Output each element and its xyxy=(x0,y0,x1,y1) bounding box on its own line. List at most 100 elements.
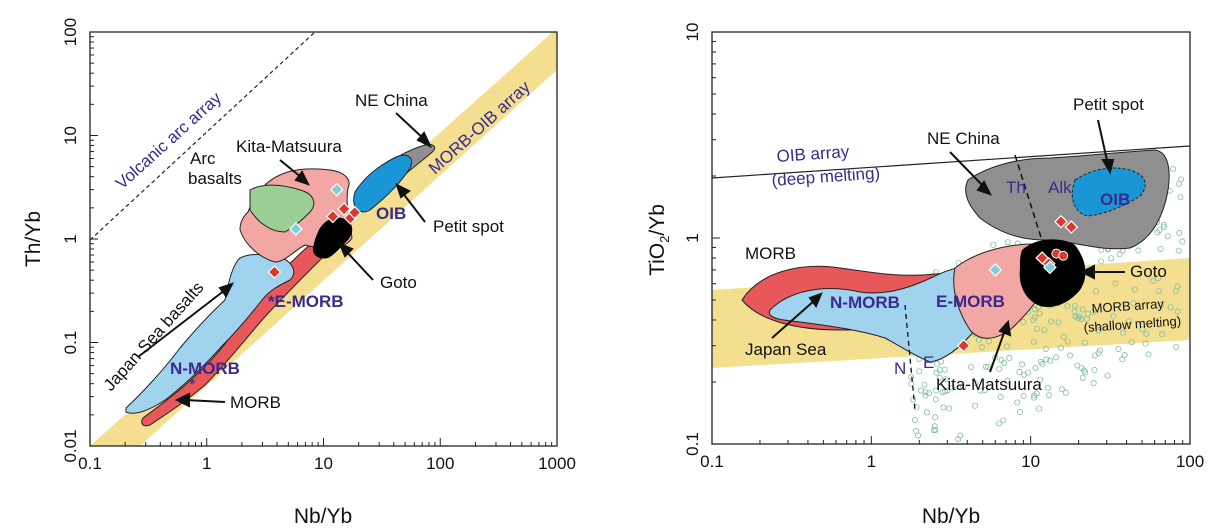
right-petit-spot-field xyxy=(1071,167,1146,217)
right-shallow-label: (shallow melting) xyxy=(1083,313,1181,335)
left-y-tick-label: 10 xyxy=(61,126,80,145)
right-background-circle xyxy=(949,384,956,391)
right-morb-label: MORB xyxy=(745,244,796,263)
right-background-circle xyxy=(1112,280,1119,287)
right-y-title-main: TiO xyxy=(646,243,669,276)
right-background-circle xyxy=(932,414,939,421)
left-japan-sea-field xyxy=(125,254,295,414)
right-chart: 0.1 1 10 100 0.1 1 10 Nb/Yb TiO2/Yb OIB array… xyxy=(646,23,1204,528)
left-y-axis-title: Th/Yb xyxy=(22,211,45,267)
right-point-red-diamond xyxy=(1054,214,1068,229)
right-background-circle xyxy=(1020,318,1027,325)
right-background-circle xyxy=(930,427,937,434)
right-background-circle xyxy=(1170,165,1177,172)
left-y-tick-label: 1 xyxy=(61,234,80,243)
right-background-circle xyxy=(1058,386,1065,393)
right-background-circle xyxy=(917,387,924,394)
right-background-circle xyxy=(1091,352,1098,359)
left-arc-basalts-field xyxy=(249,184,315,233)
right-background-circle xyxy=(1176,229,1183,236)
right-background-circle xyxy=(1177,194,1184,201)
right-y-tick-label: 1 xyxy=(683,233,702,242)
right-background-circle xyxy=(1139,326,1146,333)
left-y-tick-label: 0.1 xyxy=(61,331,80,355)
right-background-circle xyxy=(913,404,920,411)
right-point-red-diamond xyxy=(1064,220,1079,234)
right-x-axis-title: Nb/Yb xyxy=(922,505,980,528)
right-background-circle xyxy=(1120,329,1127,336)
left-x-ticks: 0.1 1 10 100 1000 xyxy=(78,438,576,473)
right-background-circle xyxy=(1078,364,1085,371)
right-background-circle xyxy=(1037,376,1044,383)
right-arrows xyxy=(771,119,1125,373)
right-background-circle xyxy=(1055,319,1062,326)
right-point-cyan-diamond xyxy=(1043,260,1057,275)
right-background-circle xyxy=(1157,245,1164,252)
right-background-circle xyxy=(1078,315,1085,322)
right-background-circle xyxy=(1179,238,1186,245)
right-nmorb-label: N-MORB xyxy=(830,293,900,312)
right-background-circle xyxy=(997,394,1004,401)
right-y-axis-title: TiO2/Yb xyxy=(646,204,672,276)
right-background-circle xyxy=(1096,324,1103,331)
right-background-circle xyxy=(936,374,943,381)
right-background-circle xyxy=(1030,316,1037,323)
right-background-circle xyxy=(1096,347,1103,354)
right-plot-area xyxy=(712,145,1190,442)
right-background-circle xyxy=(1075,315,1082,322)
left-x-tick-label: 1000 xyxy=(538,454,576,473)
left-data-points xyxy=(267,182,362,279)
right-background-circle xyxy=(977,387,984,394)
right-background-circle xyxy=(1004,239,1011,246)
right-background-circle xyxy=(1126,318,1133,325)
left-point-red-diamond xyxy=(267,265,282,279)
right-background-circle xyxy=(1042,345,1049,352)
right-background-circle xyxy=(1032,364,1039,371)
right-background-circle xyxy=(1116,251,1123,258)
right-background-circle xyxy=(957,432,964,439)
right-background-circle xyxy=(1142,340,1149,347)
right-background-circle xyxy=(1037,358,1044,365)
left-point-red-diamond xyxy=(347,205,362,220)
right-divider-ne xyxy=(1014,154,1046,251)
left-point-cyan-diamond xyxy=(289,222,303,236)
right-background-circle xyxy=(1154,229,1161,236)
right-background-circle xyxy=(908,380,915,387)
right-background-circle xyxy=(1045,384,1052,391)
left-volcanic-arc-line xyxy=(90,32,316,241)
right-goto-label: Goto xyxy=(1130,262,1167,281)
right-background-circle xyxy=(1091,367,1098,374)
right-background-circle xyxy=(1172,288,1179,295)
left-arrows xyxy=(137,112,433,408)
right-alk-label: Alk xyxy=(1048,178,1072,197)
right-background-circle xyxy=(1060,333,1067,340)
left-kita-label: Kita-Matsuura xyxy=(236,137,342,156)
right-background-circle xyxy=(913,428,920,435)
right-background-circle xyxy=(1145,351,1152,358)
right-background-circle xyxy=(1121,352,1128,359)
left-nmorb-label: N-MORB xyxy=(170,359,240,378)
right-morb-array-label: MORB array xyxy=(1091,296,1165,316)
left-petit-spot-field xyxy=(353,154,413,213)
left-x-axis-title: Nb/Yb xyxy=(294,505,352,528)
right-background-circle xyxy=(1082,369,1089,376)
left-petit-label: Petit spot xyxy=(433,217,504,236)
right-background-circle xyxy=(941,366,948,373)
right-background-circle xyxy=(1041,326,1048,333)
left-y-ticks: 0.01 0.1 1 10 100 xyxy=(61,18,98,463)
right-background-circle xyxy=(1019,361,1026,368)
right-background-circle xyxy=(1150,277,1157,284)
right-background-circle xyxy=(1128,339,1135,346)
right-background-circle xyxy=(1030,394,1037,401)
right-x-tick-label: 10 xyxy=(1021,452,1040,471)
right-background-circle xyxy=(1001,359,1008,366)
right-background-circle xyxy=(1081,339,1088,346)
right-ne-china-field xyxy=(965,149,1170,250)
right-x-tick-label: 1 xyxy=(867,452,876,471)
right-background-circle xyxy=(1156,227,1163,234)
right-oib-label: OIB xyxy=(1100,190,1130,209)
right-background-circle xyxy=(1115,345,1122,352)
right-background-circle xyxy=(1064,303,1071,310)
right-background-circle xyxy=(1173,343,1180,350)
